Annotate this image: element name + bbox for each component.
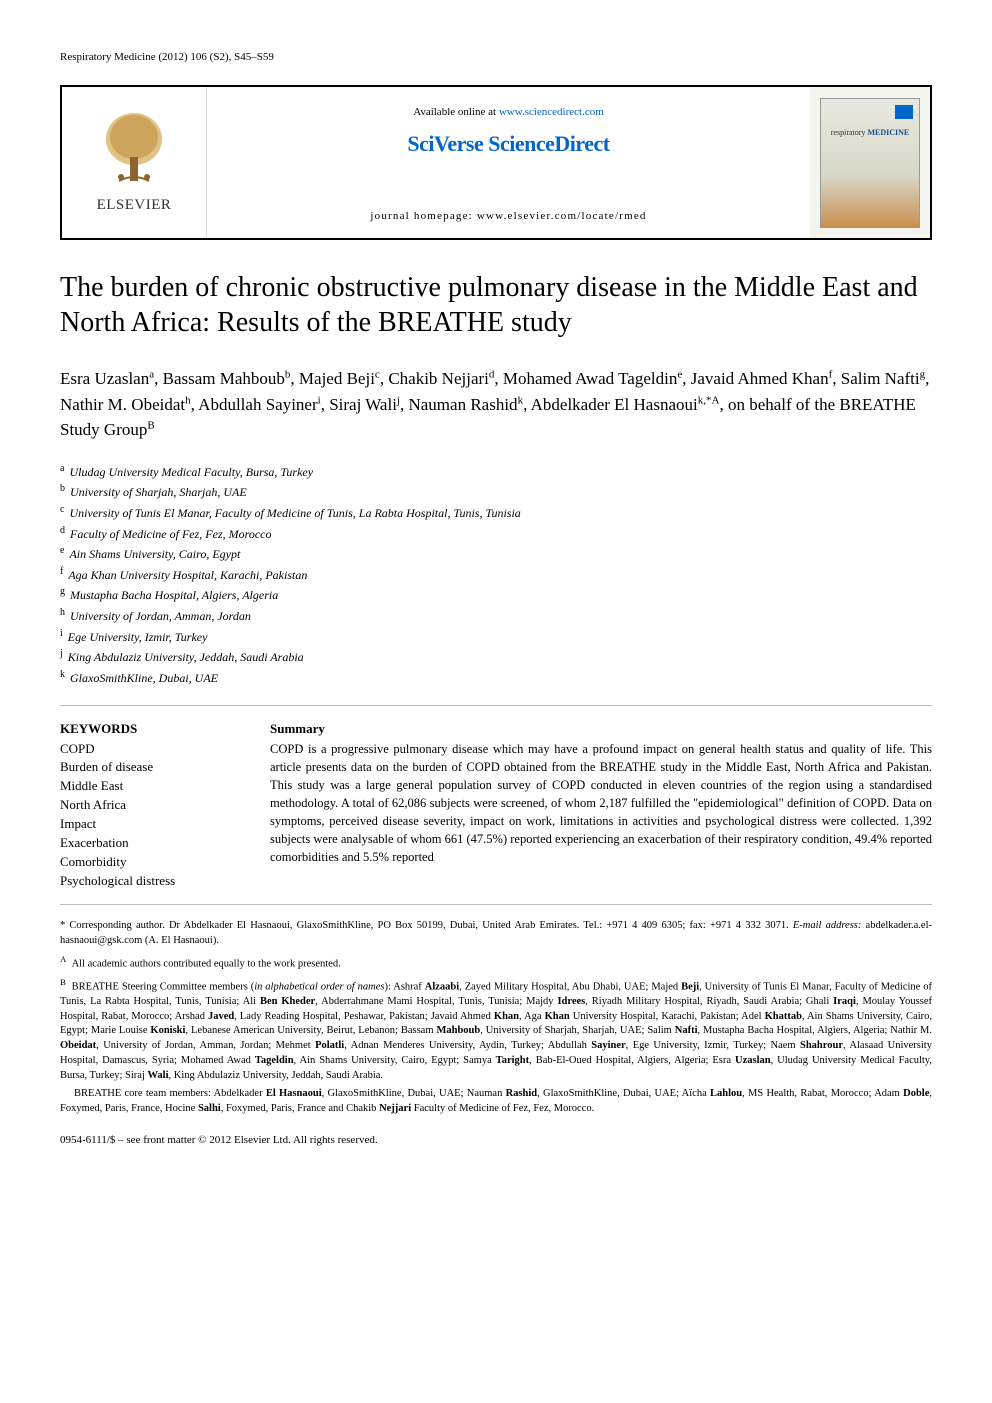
keyword-item: Psychological distress xyxy=(60,872,240,891)
affiliation-item: gMustapha Bacha Hospital, Algiers, Alger… xyxy=(60,584,932,605)
running-header: Respiratory Medicine (2012) 106 (S2), S4… xyxy=(60,50,932,65)
sciencedirect-link[interactable]: www.sciencedirect.com xyxy=(499,106,604,118)
keywords-heading: KEYWORDS xyxy=(60,720,240,738)
affiliation-item: jKing Abdulaziz University, Jeddah, Saud… xyxy=(60,646,932,667)
keyword-item: Exacerbation xyxy=(60,834,240,853)
banner-center: Available online at www.sciencedirect.co… xyxy=(207,87,810,238)
author-list: Esra Uzaslana, Bassam Mahboubb, Majed Be… xyxy=(60,366,932,443)
elsevier-wordmark: ELSEVIER xyxy=(97,195,172,216)
summary-column: Summary COPD is a progressive pulmonary … xyxy=(270,720,932,890)
keyword-item: Middle East xyxy=(60,777,240,796)
affiliation-item: kGlaxoSmithKline, Dubai, UAE xyxy=(60,667,932,688)
elsevier-logo-block: ELSEVIER xyxy=(62,87,207,238)
affiliation-item: cUniversity of Tunis El Manar, Faculty o… xyxy=(60,502,932,523)
affiliation-item: bUniversity of Sharjah, Sharjah, UAE xyxy=(60,481,932,502)
footnote-a: A All academic authors contributed equal… xyxy=(60,953,932,972)
corresponding-author-note: * Corresponding author. Dr Abdelkader El… xyxy=(60,919,932,948)
affiliation-item: aUludag University Medical Faculty, Burs… xyxy=(60,461,932,482)
divider xyxy=(60,904,932,905)
elsevier-tree-icon xyxy=(99,109,169,189)
keyword-item: Impact xyxy=(60,815,240,834)
keywords-list: COPDBurden of diseaseMiddle EastNorth Af… xyxy=(60,740,240,891)
copyright-line: 0954-6111/$ – see front matter © 2012 El… xyxy=(60,1133,932,1148)
affiliation-item: hUniversity of Jordan, Amman, Jordan xyxy=(60,605,932,626)
core-team-note: BREATHE core team members: Abdelkader El… xyxy=(60,1087,932,1116)
keyword-item: COPD xyxy=(60,740,240,759)
footnote-b: B BREATHE Steering Committee members (in… xyxy=(60,976,932,1083)
journal-homepage-text: journal homepage: www.elsevier.com/locat… xyxy=(370,209,646,224)
cover-title: respiratory MEDICINE xyxy=(821,127,919,138)
article-title: The burden of chronic obstructive pulmon… xyxy=(60,270,932,340)
keyword-item: North Africa xyxy=(60,796,240,815)
affiliation-item: fAga Khan University Hospital, Karachi, … xyxy=(60,564,932,585)
keyword-item: Burden of disease xyxy=(60,758,240,777)
sciverse-logo: SciVerse ScienceDirect xyxy=(407,129,609,160)
footnotes: * Corresponding author. Dr Abdelkader El… xyxy=(60,919,932,1116)
affiliation-item: eAin Shams University, Cairo, Egypt xyxy=(60,543,932,564)
available-online-text: Available online at www.sciencedirect.co… xyxy=(413,105,604,120)
keywords-column: KEYWORDS COPDBurden of diseaseMiddle Eas… xyxy=(60,720,240,890)
cover-flag-icon xyxy=(895,105,913,119)
affiliation-item: dFaculty of Medicine of Fez, Fez, Morocc… xyxy=(60,523,932,544)
affiliation-item: iEge University, Izmir, Turkey xyxy=(60,626,932,647)
affiliation-list: aUludag University Medical Faculty, Burs… xyxy=(60,461,932,688)
summary-text: COPD is a progressive pulmonary disease … xyxy=(270,740,932,867)
journal-banner: ELSEVIER Available online at www.science… xyxy=(60,85,932,240)
abstract-block: KEYWORDS COPDBurden of diseaseMiddle Eas… xyxy=(60,720,932,890)
journal-cover-thumb: respiratory MEDICINE xyxy=(810,87,930,238)
keyword-item: Comorbidity xyxy=(60,853,240,872)
divider xyxy=(60,705,932,706)
summary-heading: Summary xyxy=(270,720,932,738)
